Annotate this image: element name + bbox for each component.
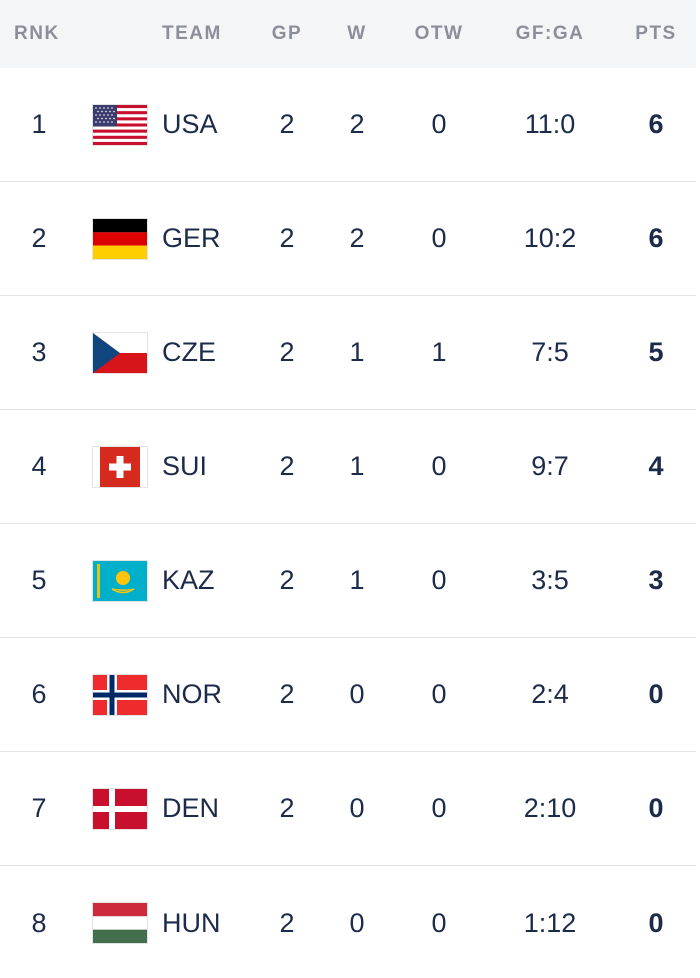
rank-cell: 5 [31,565,47,595]
header-gfga[interactable]: GF:GA [515,23,585,44]
gfga-cell: 11:0 [524,109,576,139]
table-row[interactable]: 2 GER 2 2 0 10:2 6 [0,182,696,296]
table-row[interactable]: 3 CZE 2 1 1 7:5 5 [0,296,696,410]
rank-cell: 2 [31,223,47,253]
rank-cell: 1 [31,109,47,139]
usa-flag-icon [93,104,147,145]
rank-cell: 3 [31,337,47,367]
gfga-cell: 2:10 [523,793,577,823]
w-cell: 2 [349,109,365,139]
header-otw[interactable]: OTW [414,23,464,44]
otw-cell: 0 [431,451,447,481]
otw-cell: 0 [431,109,447,139]
gp-cell: 2 [279,793,295,823]
header-pts[interactable]: PTS [635,23,677,44]
pts-cell: 0 [648,679,664,709]
w-cell: 0 [349,907,365,938]
gp-cell: 2 [279,223,295,253]
czechia-flag-icon [93,332,147,373]
otw-cell: 1 [431,337,447,367]
team-name[interactable]: GER [162,223,221,253]
gfga-cell: 7:5 [531,337,569,367]
header-gp[interactable]: GP [271,23,303,44]
w-cell: 0 [349,793,365,823]
kazakhstan-flag-icon [93,560,147,601]
header-w[interactable]: W [347,23,367,44]
gp-cell: 2 [279,679,295,709]
pts-cell: 0 [648,907,664,938]
team-name[interactable]: DEN [162,793,220,823]
hungary-flag-icon [93,903,147,943]
gp-cell: 2 [279,451,295,481]
otw-cell: 0 [431,679,447,709]
table-row[interactable]: 4 SUI 2 1 0 9:7 4 [0,410,696,524]
rank-cell: 8 [31,907,47,938]
gp-cell: 2 [279,337,295,367]
pts-cell: 4 [648,451,664,481]
table-header: RNK TEAM GP W OTW GF:GA PTS [0,0,696,68]
pts-cell: 0 [648,793,664,823]
header-team[interactable]: TEAM [162,23,222,44]
otw-cell: 0 [431,565,447,595]
w-cell: 0 [349,679,365,709]
w-cell: 1 [349,337,365,367]
otw-cell: 0 [431,793,447,823]
rank-cell: 4 [31,451,47,481]
table-row[interactable]: 1 USA 2 2 [0,68,696,182]
w-cell: 1 [349,451,365,481]
header-rnk[interactable]: RNK [14,23,60,44]
team-name[interactable]: SUI [162,451,208,481]
team-name[interactable]: NOR [162,679,222,709]
gfga-cell: 9:7 [531,451,569,481]
w-cell: 1 [349,565,365,595]
team-name[interactable]: KAZ [162,565,215,595]
gp-cell: 2 [279,565,295,595]
otw-cell: 0 [431,223,447,253]
pts-cell: 5 [648,337,664,367]
table-row[interactable]: 5 KAZ 2 1 0 3:5 3 [0,524,696,638]
switzerland-flag-icon [93,446,147,487]
team-name[interactable]: USA [162,109,218,139]
germany-flag-icon [93,218,147,259]
team-name[interactable]: CZE [162,337,216,367]
team-name[interactable]: HUN [162,907,221,938]
pts-cell: 6 [648,223,664,253]
gp-cell: 2 [279,907,295,938]
pts-cell: 3 [648,565,664,595]
table-row[interactable]: 7 DEN 2 0 0 2:10 0 [0,752,696,866]
table-row[interactable]: 6 NOR 2 0 0 2:4 0 [0,638,696,752]
otw-cell: 0 [431,907,447,938]
pts-cell: 6 [648,109,664,139]
gfga-cell: 2:4 [531,679,569,709]
gfga-cell: 10:2 [523,223,577,253]
table-row[interactable]: 8 HUN 2 0 0 1:12 0 [0,866,696,978]
w-cell: 2 [349,223,365,253]
gp-cell: 2 [279,109,295,139]
norway-flag-icon [93,674,147,715]
gfga-cell: 3:5 [531,565,569,595]
denmark-flag-icon [93,788,147,829]
rank-cell: 6 [31,679,47,709]
gfga-cell: 1:12 [523,907,577,938]
rank-cell: 7 [31,793,47,823]
